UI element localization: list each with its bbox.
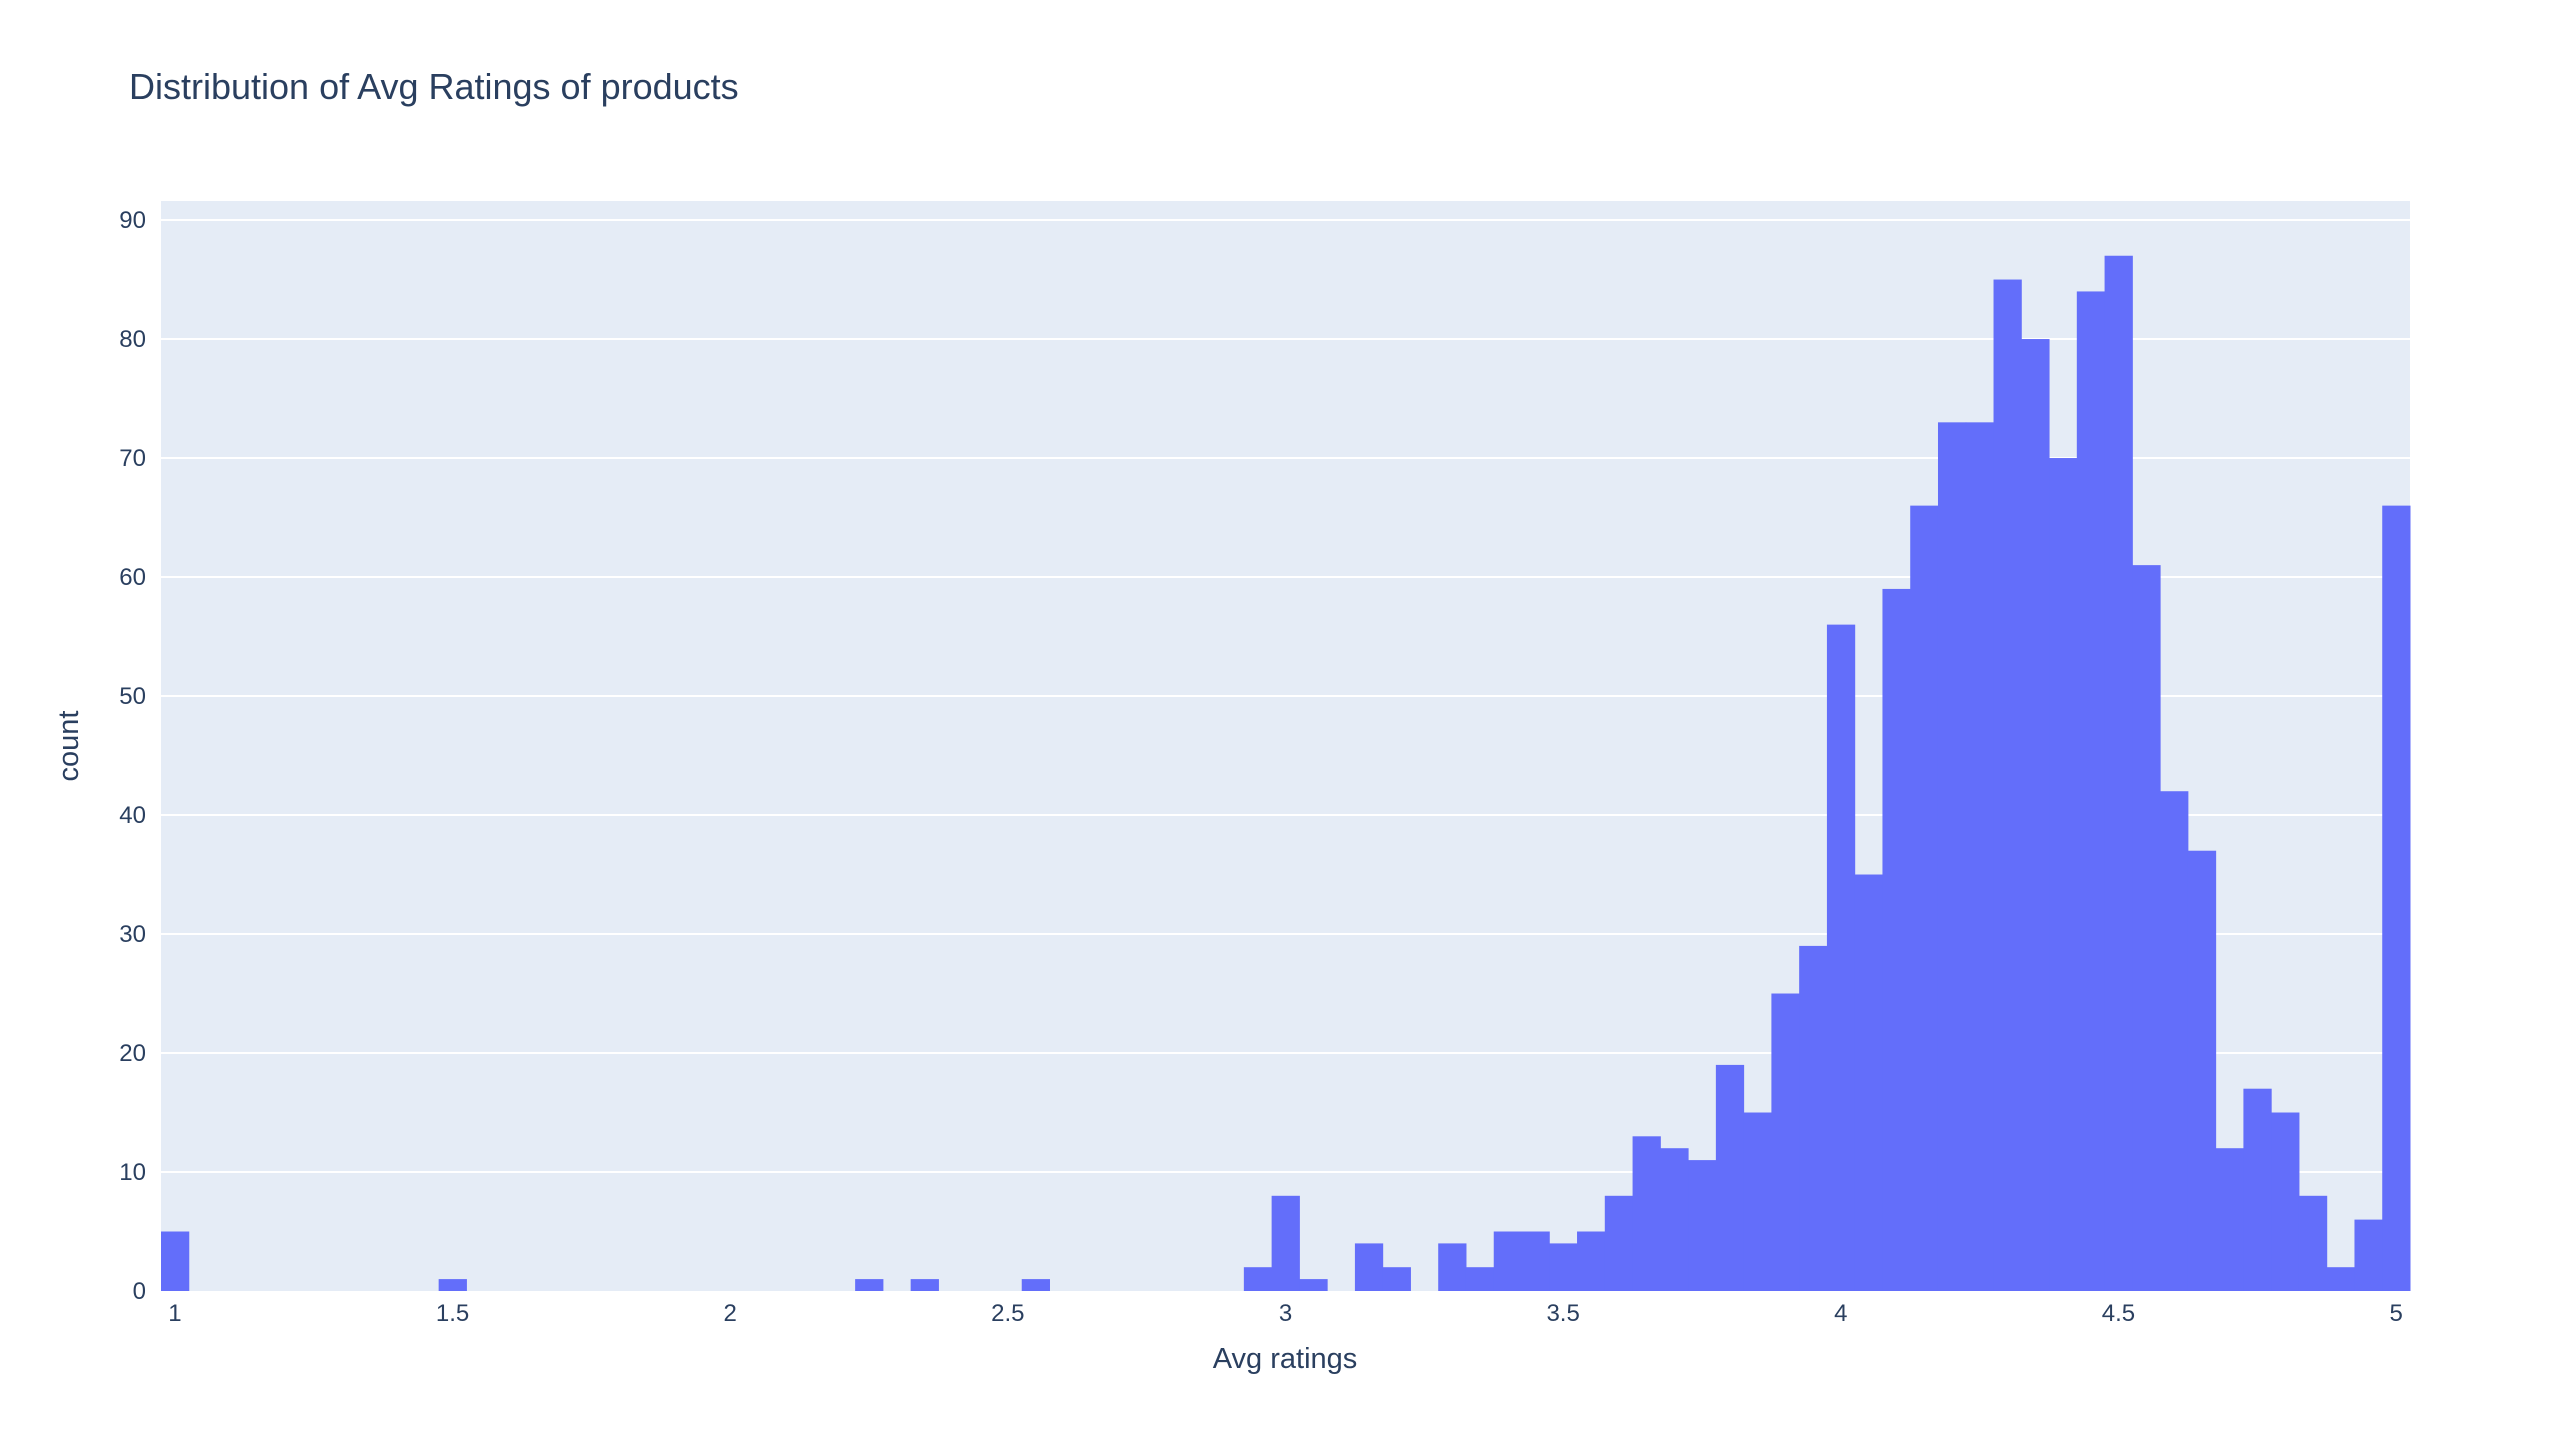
y-tick-label: 80 [119,326,146,353]
histogram-bar[interactable] [1715,1064,1745,1291]
x-tick-label: 1.5 [436,1300,469,1327]
histogram-bar[interactable] [2271,1112,2300,1291]
histogram-bar[interactable] [2215,1148,2244,1291]
histogram-bar[interactable] [1826,624,1856,1291]
y-tick-label: 20 [119,1040,146,1067]
x-tick-label: 4 [1834,1300,1847,1327]
histogram-bar[interactable] [1604,1195,1634,1291]
x-tick-labels: 1 1.5 2 2.5 3 3.5 4 4.5 5 [168,1300,2403,1327]
histogram-bar[interactable] [1743,1112,1772,1291]
histogram-bar[interactable] [910,1279,939,1291]
y-tick-label: 70 [119,445,146,472]
histogram-bar[interactable] [1993,279,2022,1291]
y-tick-label: 10 [119,1159,146,1186]
histogram-bar[interactable] [2076,291,2106,1292]
histogram-bar[interactable] [1438,1243,1467,1291]
histogram-bar[interactable] [1577,1231,1606,1291]
histogram-bar[interactable] [1299,1279,1328,1291]
histogram-bar[interactable] [1799,945,1828,1291]
histogram-bar[interactable] [1910,505,1939,1292]
histogram-bar[interactable] [2132,565,2161,1291]
histogram-bar[interactable] [1660,1148,1689,1291]
histogram-bar[interactable] [438,1279,467,1291]
y-tick-label: 60 [119,564,146,591]
histogram-bar[interactable] [2160,791,2189,1291]
y-tick-label: 0 [133,1278,146,1305]
x-tick-label: 2.5 [991,1300,1024,1327]
x-tick-label: 1 [168,1300,181,1327]
histogram-bar[interactable] [1382,1267,1411,1291]
histogram-bar[interactable] [1854,874,1883,1291]
histogram-bar[interactable] [2382,505,2411,1292]
histogram-bar[interactable] [1632,1136,1661,1291]
histogram-bar[interactable] [2049,458,2078,1291]
histogram-bar[interactable] [1243,1267,1273,1291]
y-tick-label: 50 [119,683,146,710]
histogram-bar[interactable] [2104,255,2133,1291]
histogram-bar[interactable] [1354,1243,1384,1291]
histogram-bar[interactable] [2243,1088,2272,1291]
x-tick-label: 5 [2389,1300,2402,1327]
histogram-bar[interactable] [161,1231,190,1291]
y-tick-label: 90 [119,207,146,234]
histogram-bar[interactable] [1465,1267,1495,1291]
histogram-bar[interactable] [1493,1231,1523,1291]
histogram-bar[interactable] [2187,850,2217,1291]
x-tick-label: 2 [724,1300,737,1327]
histogram-bar[interactable] [1021,1279,1050,1291]
x-tick-label: 4.5 [2102,1300,2135,1327]
histogram-bar[interactable] [1688,1160,1717,1291]
histogram-bar[interactable] [2298,1195,2328,1291]
x-tick-label: 3 [1279,1300,1292,1327]
x-axis-title: Avg ratings [1213,1343,1358,1375]
histogram-bar[interactable] [1882,588,1911,1291]
histogram-bar[interactable] [1965,422,1995,1291]
histogram-bar[interactable] [1771,993,1800,1291]
histogram-bar[interactable] [855,1279,884,1291]
histogram-bar[interactable] [1937,422,1967,1291]
chart-title: Distribution of Avg Ratings of products [129,66,739,107]
y-tick-label: 30 [119,921,146,948]
histogram-bar[interactable] [2021,339,2050,1292]
histogram-bar[interactable] [1271,1195,1300,1291]
histogram-bars[interactable] [161,255,2411,1292]
histogram-bar[interactable] [1521,1231,1550,1291]
histogram-bar[interactable] [1549,1243,1578,1291]
histogram-bar[interactable] [2326,1267,2355,1291]
y-tick-labels: 0 10 20 30 40 50 60 70 80 90 [119,207,146,1305]
y-axis-title: count [53,711,85,782]
histogram-bar[interactable] [2354,1219,2383,1291]
y-tick-label: 40 [119,802,146,829]
x-tick-label: 3.5 [1546,1300,1579,1327]
